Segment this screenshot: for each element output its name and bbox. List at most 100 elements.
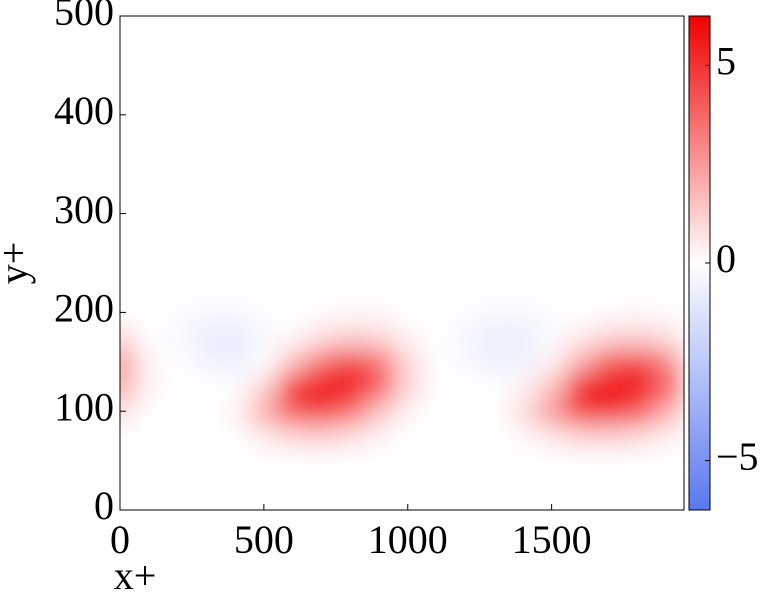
heat-cell <box>450 423 481 449</box>
heat-cell <box>220 349 250 375</box>
heat-cell <box>537 398 567 425</box>
heat-cell <box>537 324 567 350</box>
heat-cell <box>249 324 279 350</box>
heat-cell <box>307 398 337 425</box>
heat-cell <box>335 423 366 449</box>
heatmap-area <box>120 16 684 510</box>
heat-cell <box>652 349 682 375</box>
heat-cell <box>220 398 250 425</box>
heat-cell <box>191 398 222 425</box>
heat-cell <box>163 374 193 400</box>
y-tick-label: 500 <box>54 0 114 34</box>
heat-cell <box>652 300 682 326</box>
heat-cell <box>566 374 596 400</box>
y-tick-label: 400 <box>54 88 114 133</box>
heat-cell <box>652 398 682 425</box>
heat-cell <box>278 324 308 350</box>
heat-cell <box>537 423 567 449</box>
heat-cell <box>594 374 625 400</box>
heat-cell <box>335 374 366 400</box>
heat-cell <box>307 349 337 375</box>
heat-cell <box>508 324 538 350</box>
heat-cell <box>623 423 653 449</box>
heat-cell <box>335 398 366 425</box>
heat-cell <box>537 349 567 375</box>
heat-cell <box>163 349 193 375</box>
heat-cell <box>623 300 653 326</box>
heat-cell <box>479 300 509 326</box>
heat-cell <box>623 398 653 425</box>
heat-cell <box>278 349 308 375</box>
heat-cell <box>307 324 337 350</box>
heat-cell <box>422 423 452 449</box>
heat-cell <box>364 300 394 326</box>
heat-cell <box>134 324 164 350</box>
heat-cell <box>393 398 423 425</box>
heat-cell <box>134 349 164 375</box>
heat-cell <box>249 398 279 425</box>
heat-cell <box>120 398 135 425</box>
heat-cell <box>537 300 567 326</box>
heat-cell <box>594 398 625 425</box>
heat-cell <box>278 423 308 449</box>
heat-cell <box>594 349 625 375</box>
heatmap-cells <box>120 16 684 510</box>
heat-cell <box>335 300 366 326</box>
heat-cell <box>566 398 596 425</box>
heat-cell <box>479 349 509 375</box>
heat-cell <box>594 300 625 326</box>
heat-cell <box>422 324 452 350</box>
heat-cell <box>594 423 625 449</box>
heat-cell <box>450 374 481 400</box>
heat-cell <box>479 423 509 449</box>
heat-cell <box>393 324 423 350</box>
x-tick-label: 1000 <box>368 517 448 562</box>
heat-cell <box>508 349 538 375</box>
heat-cell <box>508 423 538 449</box>
colorbar-tick-label: 0 <box>716 236 736 281</box>
heat-cell <box>508 398 538 425</box>
heat-cell <box>278 374 308 400</box>
y-tick-label: 300 <box>54 187 114 232</box>
heat-cell <box>191 349 222 375</box>
colorbar-tick-label: −5 <box>716 434 759 479</box>
heat-cell <box>191 324 222 350</box>
heat-cell <box>163 300 193 326</box>
x-tick-label: 0 <box>110 517 130 562</box>
heat-cell <box>163 423 193 449</box>
heat-cell <box>191 423 222 449</box>
heat-cell <box>623 374 653 400</box>
heat-cell <box>479 324 509 350</box>
heat-cell <box>393 374 423 400</box>
heat-cell <box>450 398 481 425</box>
heat-cell <box>393 349 423 375</box>
y-tick-label: 200 <box>54 286 114 331</box>
heat-cell <box>479 374 509 400</box>
heat-cell <box>364 374 394 400</box>
heat-cell <box>120 423 135 449</box>
heat-cell <box>594 324 625 350</box>
colorbar-tick-label: 5 <box>716 39 736 84</box>
heat-cell <box>220 300 250 326</box>
heat-cell <box>220 374 250 400</box>
heat-cell <box>249 374 279 400</box>
heat-cell <box>364 349 394 375</box>
heat-cell <box>623 324 653 350</box>
heat-cell <box>652 324 682 350</box>
heat-cell <box>508 374 538 400</box>
x-label: x+ <box>114 553 157 596</box>
heat-cell <box>566 349 596 375</box>
y-label: y+ <box>0 242 36 285</box>
heat-cell <box>623 349 653 375</box>
heat-cell <box>220 423 250 449</box>
heat-cell <box>364 398 394 425</box>
heat-cell <box>393 300 423 326</box>
heat-cell <box>120 300 135 326</box>
heat-cell <box>335 324 366 350</box>
heat-cell <box>537 374 567 400</box>
heat-cell <box>163 398 193 425</box>
heat-cell <box>364 324 394 350</box>
heat-cell <box>566 300 596 326</box>
